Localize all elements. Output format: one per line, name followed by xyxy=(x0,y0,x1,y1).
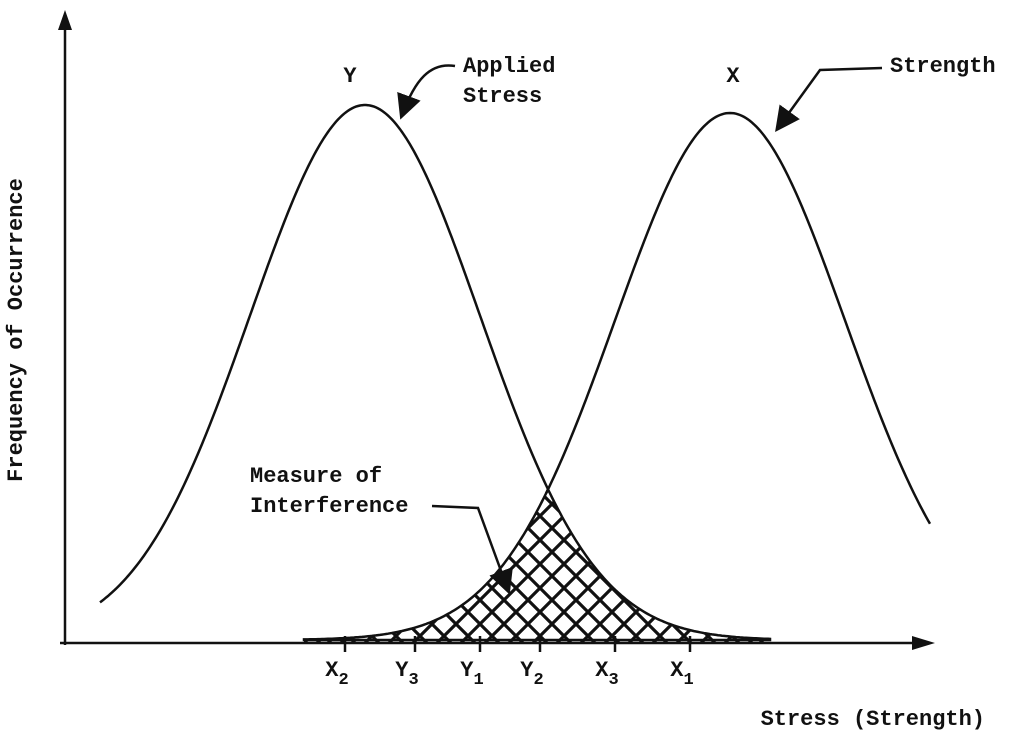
tick-label: Y3 xyxy=(395,658,418,690)
curve-label: Stress xyxy=(463,84,542,109)
curve-letter: Y xyxy=(343,64,357,89)
tick-label: Y2 xyxy=(520,658,543,690)
tick-letter: Y xyxy=(395,658,409,683)
curve-label: Applied xyxy=(463,54,555,79)
tick-label: X2 xyxy=(325,658,348,690)
x-arrow xyxy=(912,636,935,650)
tick-label: X1 xyxy=(670,658,693,690)
curve-label: Strength xyxy=(890,54,996,79)
curve-letter: X xyxy=(726,64,740,89)
interference-area xyxy=(304,489,770,642)
tick-subscript: 2 xyxy=(339,671,349,690)
interference-label: Measure of xyxy=(250,464,382,489)
tick-label: Y1 xyxy=(460,658,483,690)
tick-letter: Y xyxy=(460,658,474,683)
tick-subscript: 3 xyxy=(409,671,419,690)
tick-letter: Y xyxy=(520,658,534,683)
interference-edge xyxy=(302,486,772,642)
y-axis-label: Frequency of Occurrence xyxy=(4,178,29,482)
tick-label: X3 xyxy=(595,658,618,690)
leader xyxy=(397,64,456,120)
tick-letter: X xyxy=(670,658,684,683)
tick-subscript: 3 xyxy=(609,671,619,690)
tick-subscript: 1 xyxy=(684,671,694,690)
leader xyxy=(431,504,513,595)
tick-subscript: 1 xyxy=(474,671,484,690)
leader xyxy=(775,66,883,133)
tick-letter: X xyxy=(595,658,609,683)
y-arrow xyxy=(58,10,72,30)
tick-subscript: 2 xyxy=(534,671,544,690)
tick-letter: X xyxy=(325,658,339,683)
x-axis-label: Stress (Strength) xyxy=(761,707,985,732)
stress-curve xyxy=(99,103,550,604)
interference-label: Interference xyxy=(250,494,408,519)
strength-curve xyxy=(544,111,932,525)
